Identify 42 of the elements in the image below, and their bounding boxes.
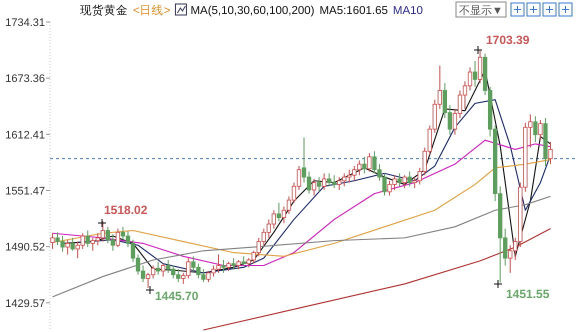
candlestick — [156, 261, 160, 276]
text: 不显示▼ — [459, 5, 503, 17]
candlestick — [402, 174, 407, 189]
candlestick — [407, 171, 412, 187]
candlestick — [397, 172, 402, 187]
candlestick — [362, 156, 367, 174]
candlestick — [231, 258, 236, 270]
candlestick — [226, 261, 231, 272]
candlestick — [538, 119, 543, 141]
annotation: 1445.70 — [155, 289, 199, 303]
y-tick-label: 1673.36 — [5, 73, 45, 86]
candlestick — [478, 50, 482, 84]
annotation: 1703.39 — [486, 33, 530, 47]
candlestick — [367, 152, 372, 172]
candlestick — [50, 232, 55, 250]
candlestick — [116, 228, 120, 248]
candlestick — [236, 259, 241, 270]
y-tick-label: 1551.47 — [5, 185, 45, 198]
chart-title: 现货黄金 — [80, 4, 128, 17]
candlestick — [65, 239, 70, 255]
annotation: 1451.55 — [506, 287, 550, 301]
text: MA(5,10,30,60,100,200) — [190, 5, 315, 17]
candlestick — [533, 116, 538, 143]
candlestick — [472, 60, 478, 88]
candlestick — [86, 230, 90, 248]
y-tick-label: 1734.31 — [5, 17, 45, 29]
text: MA5:1601.65 — [319, 5, 388, 17]
candlestick — [276, 202, 282, 222]
y-tick-label: 1429.57 — [5, 298, 45, 310]
annotation: 1518.02 — [104, 203, 148, 217]
y-tick-label: 1612.41 — [5, 129, 45, 142]
text: MA10 — [392, 5, 423, 17]
candlestick — [161, 263, 166, 278]
candlestick — [316, 176, 322, 192]
candlestick — [221, 259, 226, 274]
chart-subtitle: <日线> — [133, 4, 171, 17]
candlestick — [322, 172, 326, 190]
candlestick — [70, 237, 75, 252]
y-tick-label: 1490.52 — [5, 242, 45, 254]
candlestick — [548, 142, 553, 165]
candlestick — [241, 256, 246, 266]
candlestick — [312, 178, 316, 196]
